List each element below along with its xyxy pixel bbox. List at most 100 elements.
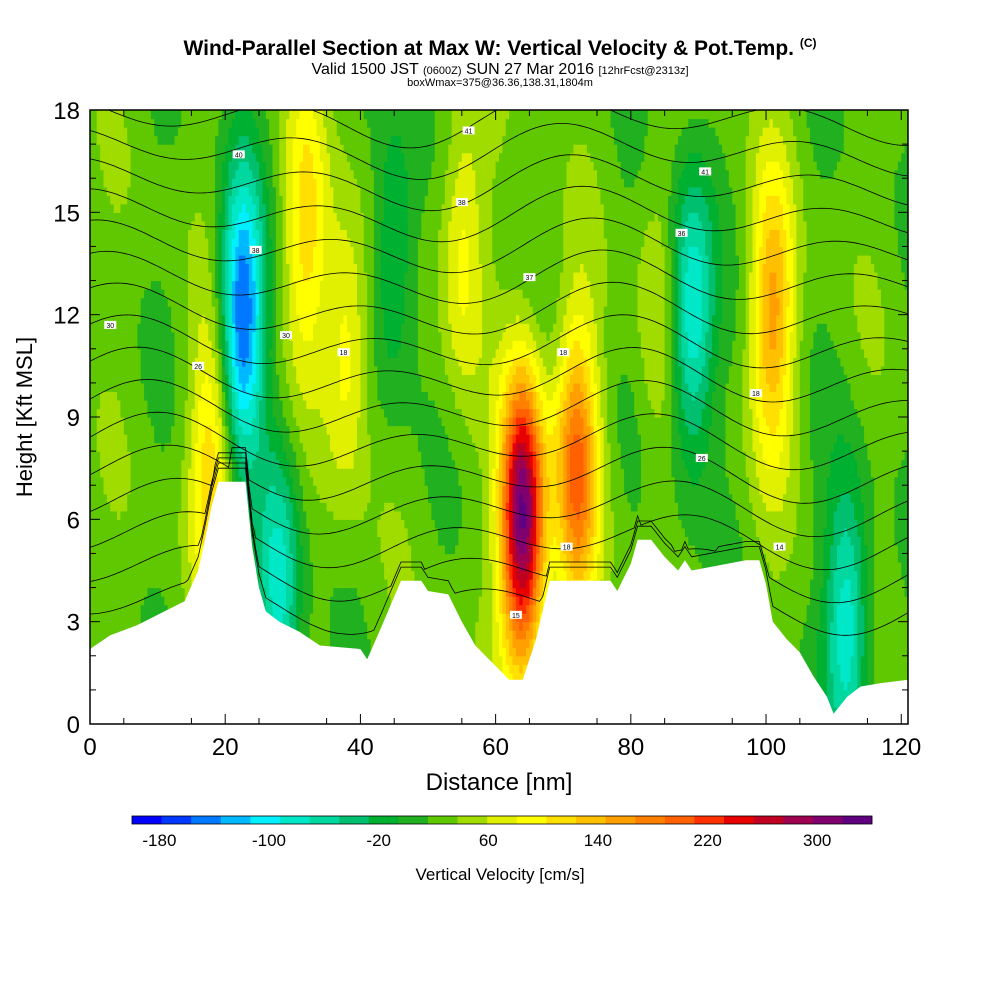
velocity-cell [194,314,199,324]
velocity-cell [133,306,138,316]
velocity-cell [147,476,152,486]
velocity-cell [157,306,162,316]
velocity-cell [144,365,149,375]
velocity-cell [137,272,142,282]
velocity-cell [113,237,118,248]
velocity-cell [167,186,172,196]
velocity-cell [201,502,206,512]
velocity-cell [188,118,192,128]
velocity-cell [171,527,176,537]
velocity-cell [120,493,125,503]
velocity-cell [184,348,189,358]
velocity-cell [127,144,132,154]
velocity-cell [103,493,108,503]
velocity-cell [198,178,203,188]
velocity-cell [100,220,105,230]
velocity-cell [123,246,128,256]
velocity-cell [147,382,152,393]
velocity-cell [157,178,162,188]
velocity-cell [157,357,162,367]
velocity-cell [96,630,101,640]
velocity-cell [201,374,206,384]
velocity-cell [113,314,118,324]
velocity-cell [198,212,203,222]
velocity-cell [177,408,182,418]
velocity-cell [113,118,118,128]
velocity-cell [154,604,159,614]
velocity-cell [171,127,176,137]
velocity-cell [177,152,182,162]
velocity-cell [110,459,115,469]
velocity-cell [198,169,203,179]
velocity-cell [201,314,206,324]
velocity-cell [150,485,155,495]
velocity-cell [160,365,165,375]
velocity-cell [103,220,108,230]
velocity-cell [117,476,122,486]
velocity-cell [127,399,132,410]
velocity-cell [120,280,125,290]
velocity-cell [188,382,192,393]
velocity-cell [127,306,132,316]
velocity-cell [133,425,138,435]
velocity-cell [113,169,118,179]
velocity-cell [191,391,196,401]
velocity-cell [191,553,196,563]
velocity-cell [181,169,186,179]
velocity-cell [157,263,162,273]
velocity-cell [157,323,162,333]
velocity-cell [133,408,138,418]
velocity-cell [150,161,155,171]
velocity-cell [181,493,186,503]
velocity-cell [117,237,122,248]
velocity-cell [171,237,176,248]
velocity-cell [147,451,152,461]
velocity-cell [133,596,138,606]
velocity-cell [100,451,105,461]
velocity-cell [164,127,169,137]
velocity-cell [120,553,125,563]
velocity-cell [171,280,176,290]
velocity-cell [164,280,169,290]
velocity-cell [194,297,199,307]
velocity-cell [113,144,118,154]
velocity-cell [174,485,179,495]
velocity-cell [117,434,122,444]
velocity-cell [167,297,172,307]
velocity-cell [140,493,145,503]
velocity-cell [103,510,108,520]
velocity-cell [90,536,94,546]
velocity-cell [188,425,192,435]
velocity-cell [113,297,118,307]
velocity-cell [144,493,149,503]
velocity-cell [93,110,98,120]
velocity-cell [123,169,128,179]
velocity-cell [133,493,138,503]
velocity-cell [167,110,172,120]
velocity-cell [191,374,196,384]
velocity-cell [120,570,125,580]
velocity-cell [90,399,94,410]
velocity-cell [100,596,105,606]
velocity-cell [204,382,209,393]
velocity-cell [201,135,206,145]
velocity-cell [113,579,118,589]
velocity-cell [93,434,98,444]
velocity-cell [110,527,115,537]
velocity-cell [191,485,196,495]
velocity-cell [147,570,152,580]
velocity-cell [144,144,149,154]
velocity-cell [167,399,172,410]
velocity-cell [93,382,98,393]
velocity-cell [150,340,155,350]
velocity-cell [127,161,132,171]
velocity-cell [110,621,115,631]
velocity-cell [181,417,186,427]
velocity-cell [177,365,182,375]
velocity-cell [174,118,179,128]
velocity-cell [191,144,196,154]
velocity-cell [110,468,115,478]
velocity-cell [167,340,172,350]
velocity-cell [147,340,152,350]
velocity-cell [204,502,209,512]
